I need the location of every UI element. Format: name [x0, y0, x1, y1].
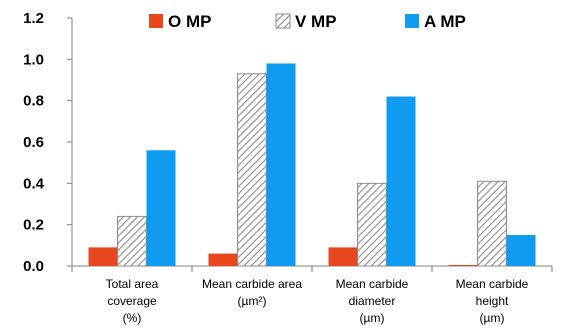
- bar-v-mp: [477, 180, 507, 267]
- x-tick-labels: Total area coverage (%) Mean carbide area (µ…: [106, 277, 529, 325]
- legend-label: A MP: [424, 12, 466, 31]
- x-tick-label: Mean carbide area (µm²): [202, 277, 302, 308]
- legend: O MP V MP A MP: [149, 12, 466, 31]
- y-tick-label: 0.0: [23, 258, 44, 275]
- y-tick-label: 0.4: [23, 175, 45, 192]
- bar-v-mp: [237, 73, 267, 267]
- bar-v-mp: [117, 215, 147, 267]
- bar-a-mp: [386, 96, 416, 267]
- x-tick-label: Total area coverage (%): [106, 277, 159, 325]
- legend-label: V MP: [295, 12, 337, 31]
- y-tick-label: 1.0: [23, 51, 44, 68]
- bar-v-mp: [357, 182, 387, 267]
- y-tick-label: 0.2: [23, 217, 44, 234]
- bar-o-mp: [328, 247, 358, 266]
- bar-a-mp: [146, 150, 176, 266]
- bars: [88, 63, 536, 267]
- y-tick-label: 1.2: [23, 10, 44, 27]
- bar-o-mp: [88, 247, 118, 266]
- bar-a-mp: [506, 235, 536, 266]
- bar-o-mp: [448, 264, 478, 266]
- y-tick-label: 0.8: [23, 93, 44, 110]
- legend-swatch: [405, 14, 419, 28]
- y-tick-label: 0.6: [23, 134, 44, 151]
- legend-swatch: [149, 14, 163, 28]
- bar-a-mp: [266, 63, 296, 266]
- legend-label: O MP: [168, 12, 211, 31]
- x-tick-label: Mean carbide height (µm): [456, 277, 529, 325]
- bar-o-mp: [208, 253, 238, 266]
- x-tick-label: Mean carbide diameter (µm): [336, 277, 409, 325]
- y-tick-labels: 0.0 0.2 0.4 0.6 0.8 1.0 1.2: [23, 10, 45, 275]
- legend-swatch: [275, 13, 291, 29]
